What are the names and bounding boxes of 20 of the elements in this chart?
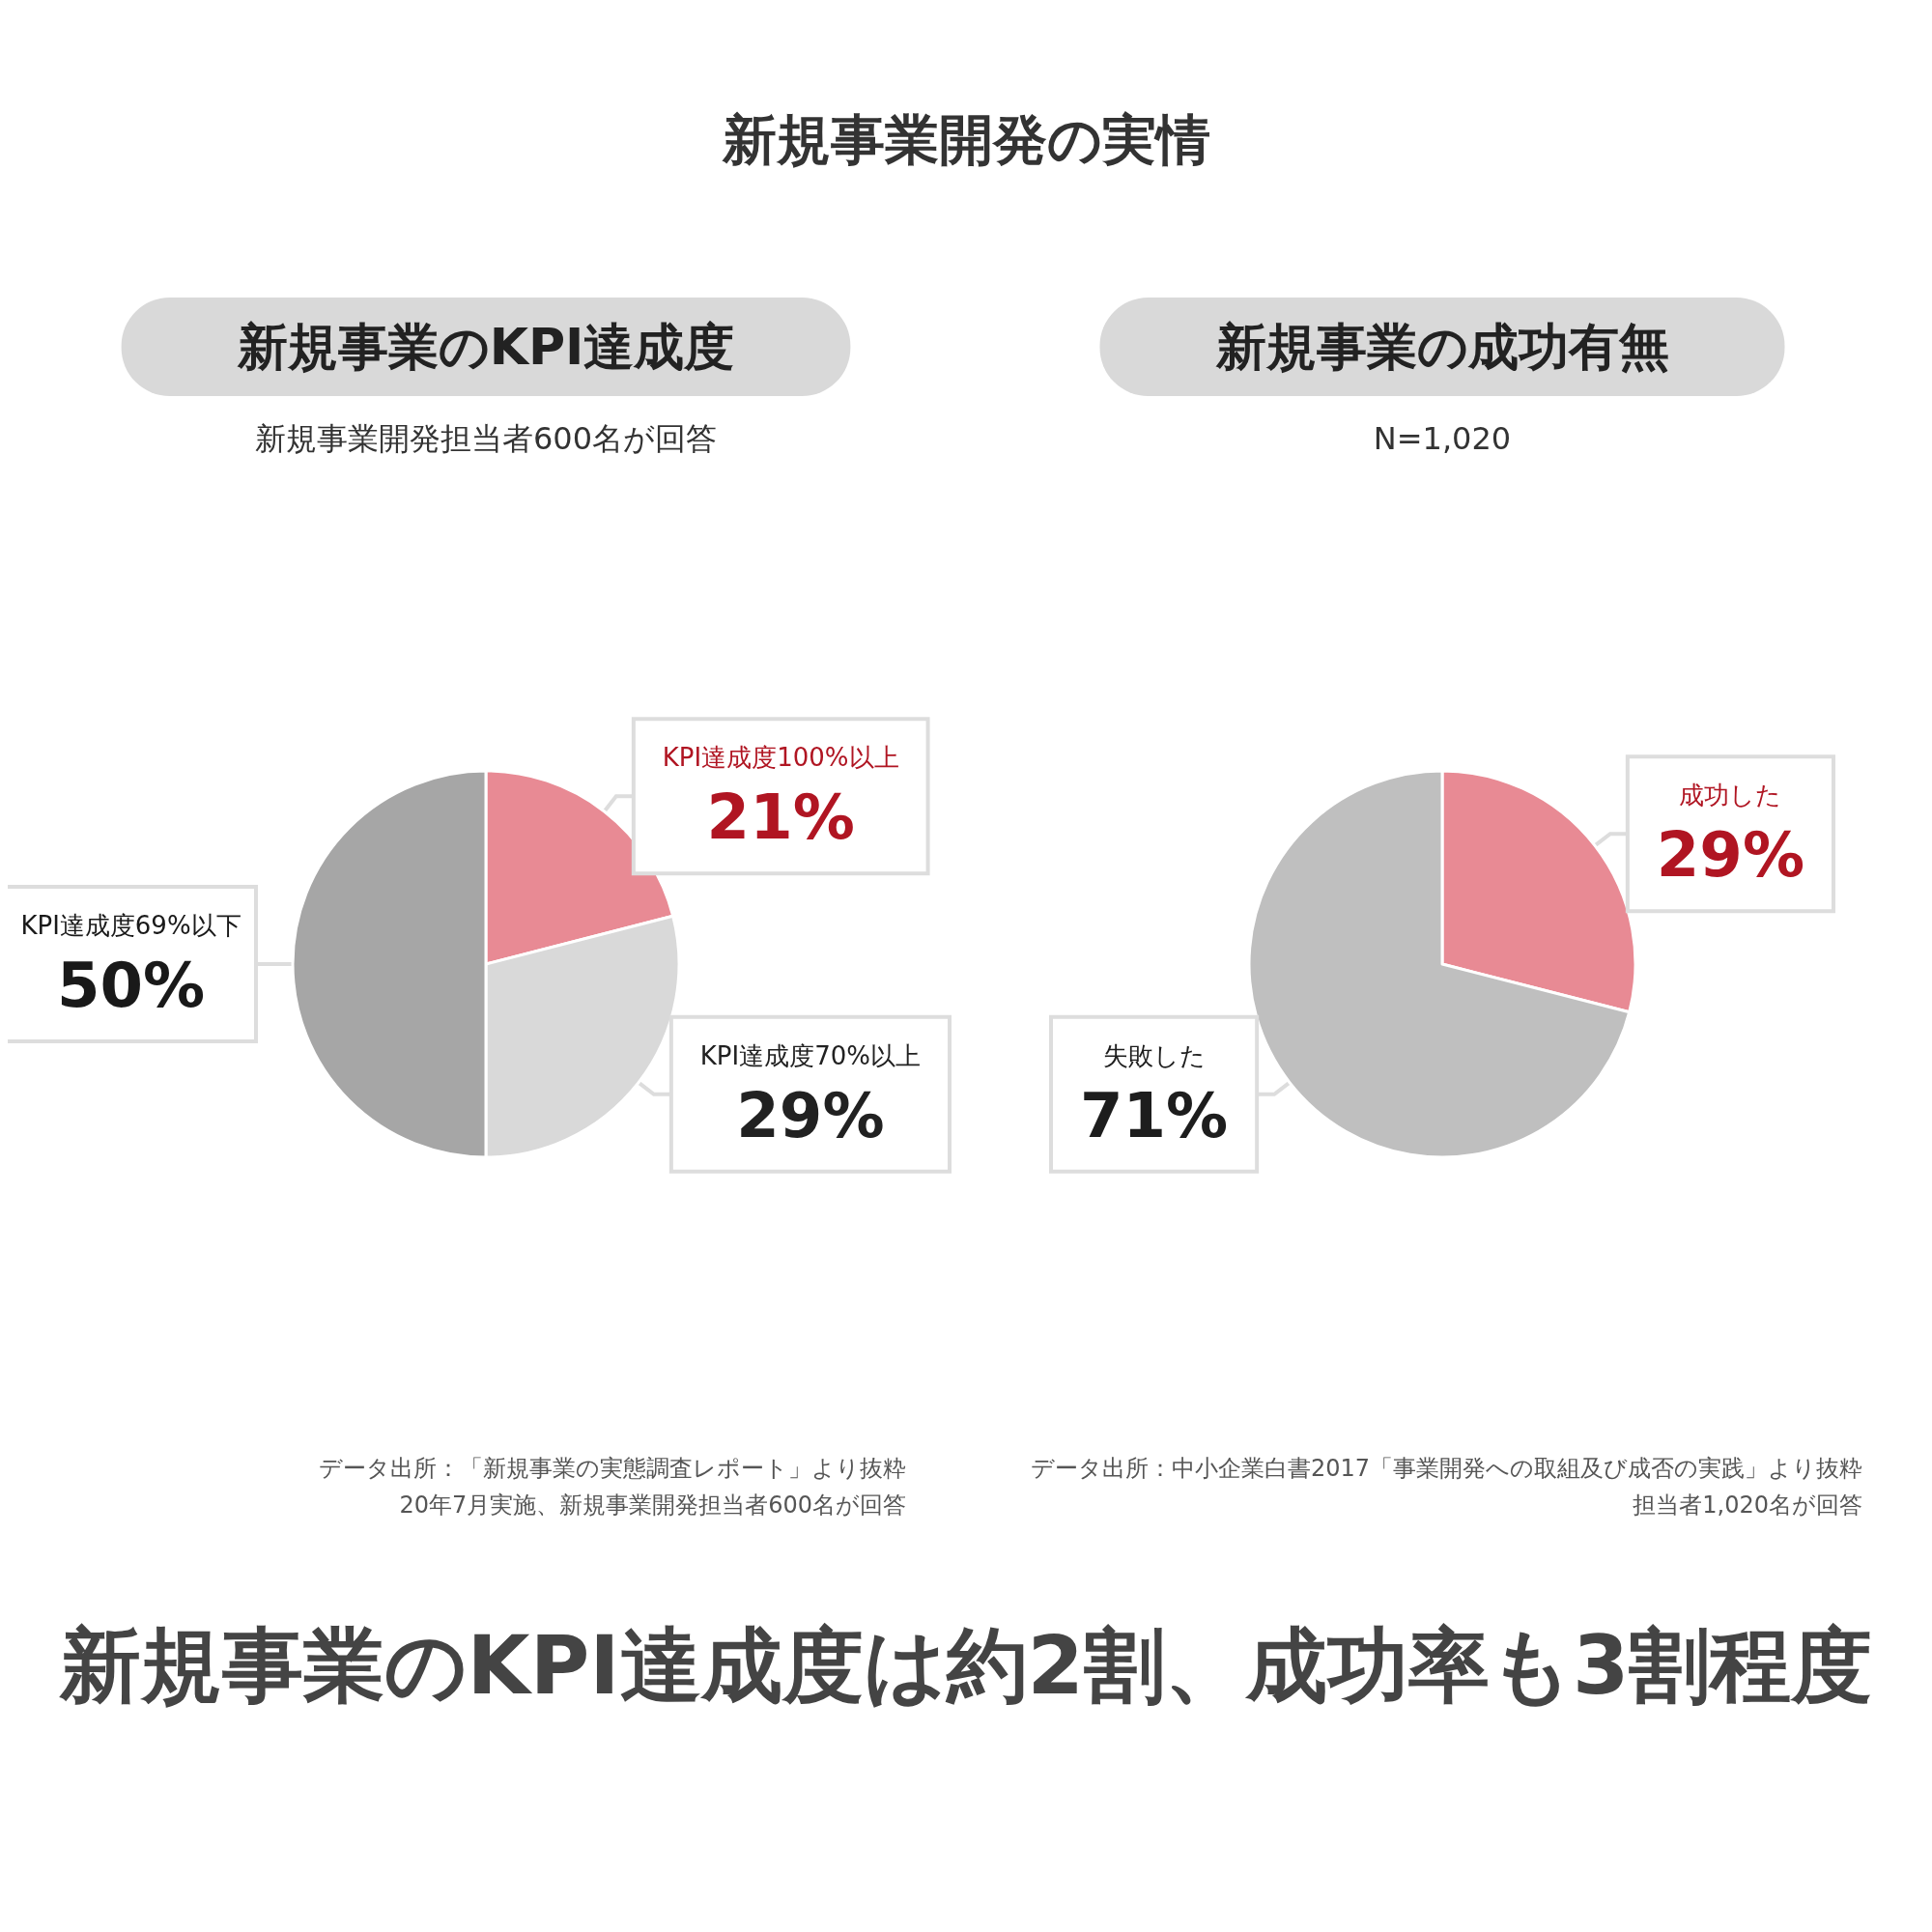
data-label: 21% xyxy=(706,781,855,854)
text: データ出所：「新規事業の実態調査レポート」より抜粋 xyxy=(319,1455,906,1482)
text: データ出所：中小企業白書2017「事業開発への取組及び成否の実践」より抜粋 xyxy=(1030,1455,1862,1482)
data-label: 29% xyxy=(736,1079,885,1151)
data-label: 50% xyxy=(56,950,206,1021)
slice-label: KPI達成度100%以上 xyxy=(662,743,899,773)
text: 担当者1,020名が回答 xyxy=(1633,1492,1862,1519)
slice-label: 成功した xyxy=(1679,781,1782,810)
chart-subtitle: 新規事業開発担当者600名が回答 xyxy=(254,420,718,457)
slice-label: KPI達成度69%以下 xyxy=(20,911,242,940)
data-label: 71% xyxy=(1079,1079,1229,1151)
slice-label: KPI達成度70%以上 xyxy=(699,1040,922,1070)
text: 20年7月実施、新規事業開発担当者600名が回答 xyxy=(399,1492,906,1519)
text: 新規事業のKPI達成度は約2割、成功率も3割程度 xyxy=(58,1617,1874,1715)
chart-title: 新規事業の成功有無 xyxy=(1214,318,1669,376)
chart-title: 新規事業のKPI達成度 xyxy=(236,318,735,376)
slice-label: 失敗した xyxy=(1102,1040,1206,1070)
data-label: 29% xyxy=(1656,819,1805,892)
chart-subtitle: N=1,020 xyxy=(1373,420,1512,457)
text: 新規事業開発の実情 xyxy=(721,107,1211,173)
